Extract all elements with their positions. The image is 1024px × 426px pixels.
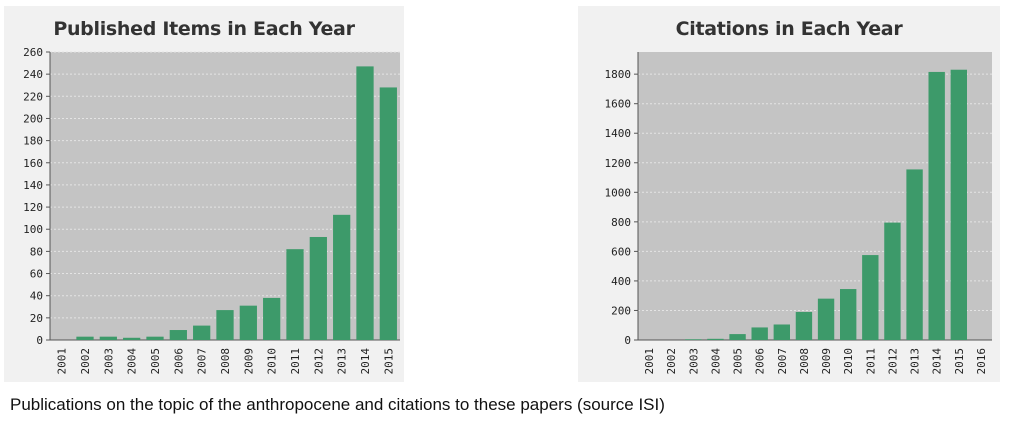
x-tick-label: 2010	[266, 348, 279, 375]
x-tick-label: 2008	[798, 348, 811, 375]
x-tick-label: 2013	[336, 348, 349, 375]
x-tick-label: 2016	[975, 348, 988, 375]
bar-2004	[123, 337, 141, 340]
bar-2008	[216, 310, 234, 340]
x-tick-label: 2012	[886, 348, 899, 375]
bar-2013	[906, 169, 923, 340]
bar-2009	[817, 298, 835, 340]
bar-2011	[862, 255, 879, 340]
published-items-chart-panel: Published Items in Each Year 0 20 40 60 80 10…	[4, 6, 404, 382]
y-tick-label: 200	[23, 112, 43, 125]
y-tick-label: 600	[611, 245, 631, 258]
x-tick-label: 2007	[196, 348, 209, 375]
y-tick-label: 400	[611, 275, 631, 288]
citations-chart: 0 200 400 600 800 1000 1200 1400 1600 1800 2001 200…	[605, 52, 992, 375]
x-tick-label: 2015	[382, 348, 395, 375]
y-tick-label: 160	[23, 157, 43, 170]
x-tick-label: 2001	[56, 348, 69, 375]
x-tick-label: 2010	[842, 348, 855, 375]
x-tick-label: 2004	[126, 348, 139, 375]
y-tick-label: 200	[611, 304, 631, 317]
y-tick-label: 220	[23, 90, 43, 103]
y-tick-label: 60	[30, 268, 43, 281]
bar-2011	[286, 249, 304, 340]
x-tick-label: 2014	[359, 348, 372, 375]
bar-2005	[146, 336, 164, 340]
bar-2005	[729, 334, 746, 340]
x-tick-label: 2012	[312, 348, 325, 375]
y-tick-label: 260	[23, 46, 43, 59]
bar-2014	[928, 71, 945, 340]
bar-2007	[193, 325, 211, 340]
x-tick-label: 2008	[219, 348, 232, 375]
x-tick-label: 2009	[242, 348, 255, 375]
x-tick-label: 2004	[709, 348, 722, 375]
x-tick-label: 2002	[665, 348, 678, 375]
bar-2010	[840, 289, 857, 340]
published-items-chart: 0 20 40 60 80 100 120 140 160 180 200 220 240 260 2001…	[23, 46, 400, 375]
y-tick-label: 100	[23, 223, 43, 236]
y-tick-label: 1000	[605, 186, 632, 199]
y-tick-label: 1400	[605, 127, 632, 140]
bar-2006	[751, 327, 768, 340]
chart-title: Published Items in Each Year	[53, 18, 355, 40]
x-tick-label: 2001	[643, 348, 656, 375]
bar-2015	[379, 87, 397, 340]
bar-2006	[169, 330, 187, 340]
bar-2004	[707, 338, 724, 340]
y-tick-label: 240	[23, 68, 43, 81]
bar-2015	[950, 69, 967, 340]
y-tick-label: 0	[36, 334, 43, 347]
x-tick-label: 2007	[776, 348, 789, 375]
x-tick-label: 2011	[864, 348, 877, 375]
bar-2014	[356, 66, 374, 341]
y-tick-label: 120	[23, 201, 43, 214]
y-tick-label: 40	[30, 290, 43, 303]
x-tick-label: 2003	[687, 348, 700, 375]
y-tick-label: 1800	[605, 68, 632, 81]
x-tick-label: 2006	[754, 348, 767, 375]
chart-title: Citations in Each Year	[675, 18, 903, 40]
y-tick-label: 180	[23, 135, 43, 148]
x-tick-label: 2003	[102, 348, 115, 375]
y-tick-label: 800	[611, 216, 631, 229]
bar-2003	[99, 336, 117, 340]
y-tick-label: 20	[30, 312, 43, 325]
bar-2002	[76, 336, 94, 340]
y-tick-label: 140	[23, 179, 43, 192]
bar-2010	[263, 297, 281, 340]
bar-2007	[773, 324, 790, 340]
bar-2012	[309, 236, 327, 340]
citations-chart-panel: Citations in Each Year 0 200 400 600 800 1000…	[578, 6, 1000, 382]
x-tick-label: 2009	[820, 348, 833, 375]
x-tick-label: 2011	[289, 348, 302, 375]
bar-2012	[884, 222, 901, 340]
y-tick-label: 0	[624, 334, 631, 347]
x-tick-label: 2013	[909, 348, 922, 375]
y-tick-label: 80	[30, 245, 43, 258]
figure-caption: Publications on the topic of the anthrop…	[10, 395, 665, 414]
x-tick-label: 2006	[172, 348, 185, 375]
x-tick-label: 2005	[149, 348, 162, 375]
x-tick-label: 2015	[953, 348, 966, 375]
bar-2003	[685, 339, 702, 340]
bar-2008	[795, 311, 813, 340]
y-tick-label: 1200	[605, 157, 632, 170]
y-tick-label: 1600	[605, 98, 632, 111]
x-tick-label: 2002	[79, 348, 92, 375]
bar-2009	[239, 305, 257, 340]
bar-2013	[333, 214, 351, 340]
x-tick-label: 2005	[732, 348, 745, 375]
x-tick-label: 2014	[931, 348, 944, 375]
